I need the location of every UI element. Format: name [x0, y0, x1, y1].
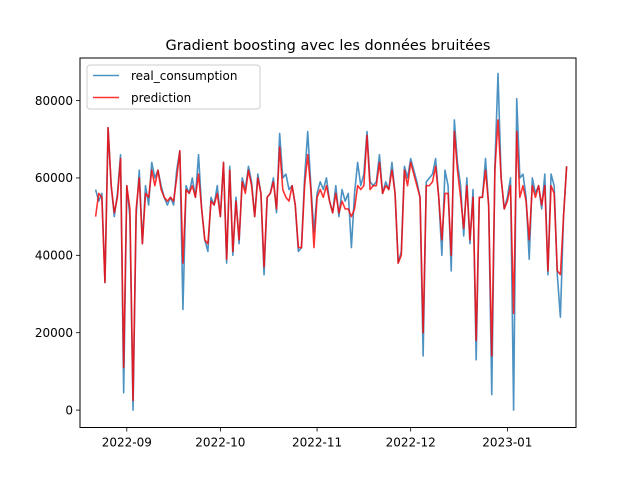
series-line-real-consumption — [94, 72, 568, 411]
chart-title: Gradient boosting avec les données bruit… — [166, 38, 491, 54]
y-tick-label: 0 — [65, 403, 73, 417]
y-tick-label: 60000 — [35, 171, 73, 185]
legend-box — [86, 64, 261, 110]
x-tick-label: 2022-11 — [292, 436, 342, 450]
x-axis: 2022-09 2022-10 2022-11 2022-12 2023-01 — [102, 427, 532, 450]
series-line-prediction — [94, 119, 568, 402]
legend-label-prediction: prediction — [131, 91, 191, 105]
y-tick-label: 20000 — [35, 326, 73, 340]
legend-label-real-consumption: real_consumption — [131, 69, 237, 83]
x-tick-label: 2022-12 — [386, 436, 436, 450]
plot-area-frame — [79, 57, 577, 428]
y-tick-label: 80000 — [35, 94, 73, 108]
y-tick-label: 40000 — [35, 249, 73, 263]
legend: real_consumption prediction — [86, 64, 261, 110]
y-axis: 0 20000 40000 60000 80000 — [35, 94, 80, 417]
x-tick-label: 2023-01 — [482, 436, 532, 450]
x-tick-label: 2022-09 — [102, 436, 152, 450]
x-tick-label: 2022-10 — [195, 436, 245, 450]
series-layer — [94, 72, 568, 411]
